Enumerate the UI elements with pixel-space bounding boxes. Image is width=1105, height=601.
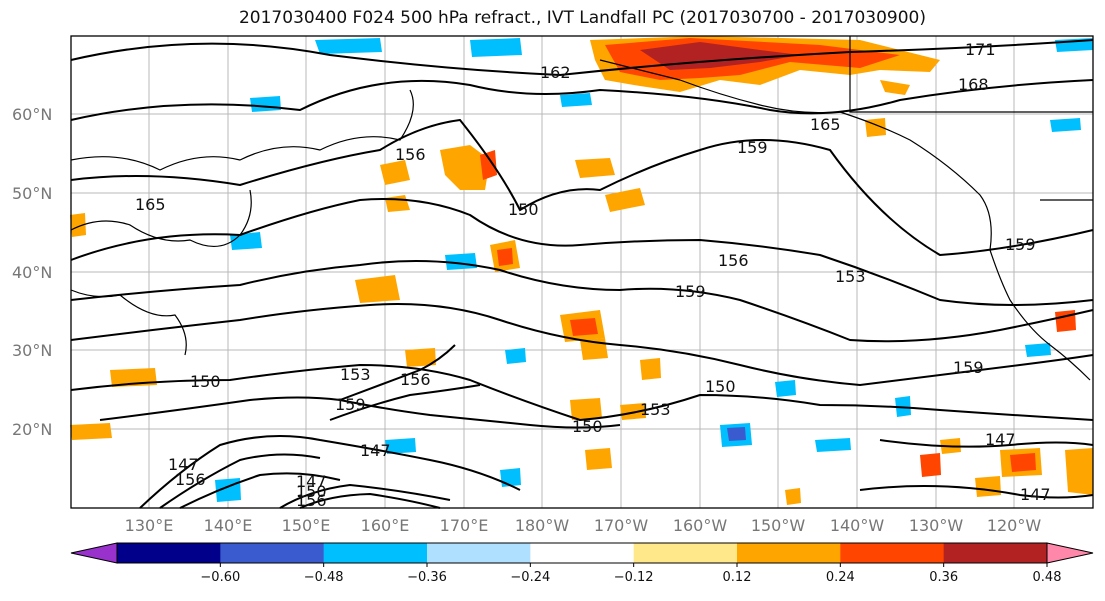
- lon-label: 150°E: [282, 516, 331, 535]
- lat-label: 60°N: [12, 105, 52, 124]
- contour-label: 156: [400, 370, 431, 389]
- contour-label: 159: [737, 138, 768, 157]
- negative-anomaly-shading: [215, 38, 1093, 502]
- colorbar-cell: [117, 543, 221, 563]
- colorbar-cell: [943, 543, 1048, 563]
- contour-label: 159: [675, 282, 706, 301]
- ivt-contours: [70, 39, 1094, 509]
- contour-label: 171: [965, 40, 996, 59]
- contour-label: 147: [1020, 485, 1051, 504]
- colorbar-extend-right: [1046, 542, 1094, 564]
- contour-label: 165: [135, 195, 166, 214]
- longitude-labels: 130°E 140°E 150°E 160°E 170°E 180°W 170°…: [125, 516, 1042, 535]
- lon-label: 140°W: [830, 516, 885, 535]
- contour-label: 150: [190, 372, 221, 391]
- lon-label: 140°E: [204, 516, 253, 535]
- colorbar-tick-label: −0.60: [200, 570, 240, 585]
- colorbar-tick-label: 0.12: [723, 570, 752, 585]
- lon-label: 180°W: [515, 516, 570, 535]
- contour-label: 156: [395, 145, 426, 164]
- graticule: [71, 36, 1093, 508]
- latitude-labels: 60°N 50°N 40°N 30°N 20°N: [12, 105, 52, 439]
- map-frame: [70, 35, 1094, 509]
- contour-label: 159: [335, 395, 366, 414]
- colorbar-cell: [737, 543, 841, 563]
- colorbar-extend-left: [70, 542, 118, 564]
- contour-label: 147: [296, 472, 327, 491]
- colorbar-tick-label: 0.48: [1033, 570, 1062, 585]
- contour-label: 162: [540, 63, 571, 82]
- colorbar-tick-label: 0.36: [929, 570, 958, 585]
- contour-label: 147: [985, 430, 1016, 449]
- contour-label: 159: [1005, 235, 1036, 254]
- contour-label: 150: [508, 200, 539, 219]
- contour-label: 153: [835, 267, 866, 286]
- contour-label: 153: [640, 400, 671, 419]
- contour-label: 150: [296, 482, 327, 501]
- contour-labels: 171 162 168 165 159 156 165 150 156 153 …: [135, 40, 1051, 510]
- colorbar-cell: [220, 543, 325, 563]
- colorbar-cell: [530, 543, 635, 563]
- lon-label: 120°W: [987, 516, 1042, 535]
- colorbar: −0.60 −0.48 −0.36 −0.24 −0.12 0.12 0.24 0.36 0.4…: [70, 542, 1094, 585]
- contour-label: 147: [360, 441, 391, 460]
- lat-label: 20°N: [12, 420, 52, 439]
- colorbar-frame: [116, 542, 1048, 564]
- colorbar-tick-label: −0.36: [407, 570, 447, 585]
- contour-label: 150: [705, 377, 736, 396]
- colorbar-tick-label: 0.24: [826, 570, 855, 585]
- contour-label: 159: [953, 358, 984, 377]
- map-title: 2017030400 F024 500 hPa refract., IVT La…: [238, 8, 926, 28]
- lon-label: 150°W: [751, 516, 806, 535]
- contour-label: 150: [572, 417, 603, 436]
- lon-label: 160°W: [673, 516, 728, 535]
- contour-label: 156: [718, 251, 749, 270]
- colorbar-cell: [427, 543, 531, 563]
- colorbar-cell: [840, 543, 945, 563]
- colorbar-tick-label: −0.48: [304, 570, 344, 585]
- lon-label: 130°E: [125, 516, 174, 535]
- lat-label: 40°N: [12, 263, 52, 282]
- contour-label: 153: [340, 365, 371, 384]
- colorbar-tick-label: −0.12: [614, 570, 654, 585]
- contour-label: 168: [958, 75, 989, 94]
- lon-label: 160°E: [361, 516, 410, 535]
- colorbar-cell: [323, 543, 428, 563]
- lon-label: 170°W: [594, 516, 649, 535]
- colorbar-tick-label: −0.24: [510, 570, 550, 585]
- lat-label: 30°N: [12, 341, 52, 360]
- lon-label: 170°E: [440, 516, 489, 535]
- contour-label: 147: [168, 455, 199, 474]
- contour-label: 156: [296, 491, 327, 510]
- lon-label: 130°W: [909, 516, 964, 535]
- contour-label: 156: [175, 470, 206, 489]
- contour-label: 165: [810, 115, 841, 134]
- lat-label: 50°N: [12, 184, 52, 203]
- colorbar-cell: [633, 543, 738, 563]
